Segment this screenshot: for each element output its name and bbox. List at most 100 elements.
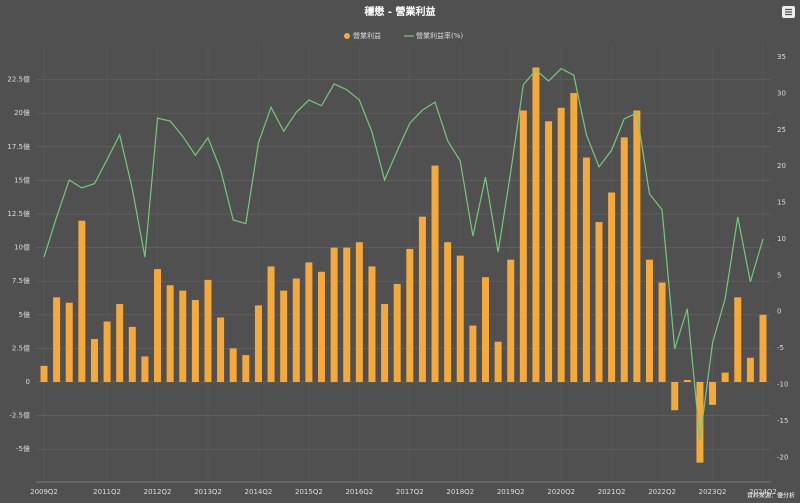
bar [418,216,426,382]
bar [406,248,414,382]
bar [431,165,439,382]
x-tick-label: 2009Q2 [30,488,58,496]
bar [456,255,464,382]
bar [280,290,288,382]
bar [734,297,742,382]
bar [305,262,313,382]
y2-tick-label: 5 [777,271,781,279]
x-tick-label: 2019Q2 [497,488,525,496]
bar [696,382,704,463]
bar [90,338,98,382]
bar [633,110,641,382]
bar [78,220,86,382]
bar [204,279,212,382]
bar [507,259,515,382]
line [43,67,764,440]
y-tick-label: 15億 [14,175,30,184]
bar [532,67,540,382]
bar [557,107,565,382]
y-tick-label: 7.5億 [12,276,30,285]
bar [671,382,679,411]
bar [444,242,452,382]
x-tick-label: 2023Q2 [699,488,727,496]
y-tick-label: -2.5億 [9,411,30,420]
bar [154,269,162,382]
bar [65,302,73,382]
x-tick-label: 2016Q2 [345,488,373,496]
x-tick-label: 2017Q2 [396,488,424,496]
x-tick-label: 2015Q2 [295,488,323,496]
bar [494,341,502,382]
bar [759,314,767,382]
bar [343,247,351,382]
bar [721,372,729,382]
x-tick-label: 2012Q2 [144,488,172,496]
bar [620,137,628,382]
bar [519,110,527,382]
bar [368,266,376,382]
bar [545,121,553,382]
y2-tick-label: 15 [777,199,786,207]
y-tick-label: 10億 [14,243,30,252]
bar [166,285,174,382]
x-tick-label: 2021Q2 [598,488,626,496]
legend-swatch [344,33,350,39]
y-tick-label: -5億 [16,444,30,453]
bar [141,356,149,382]
bar [229,348,237,382]
bar [582,157,590,382]
x-tick-label: 2022Q2 [648,488,676,496]
bar [709,382,717,405]
bar [318,271,326,382]
bar [217,317,225,382]
y-tick-label: 2.5億 [12,343,30,352]
bar [254,305,262,382]
y-tick-label: 12.5億 [7,209,30,218]
x-tick-label: 2018Q2 [446,488,474,496]
legend-label: 營業利益 [353,31,381,40]
bar [292,278,300,382]
x-tick-label: 2013Q2 [194,488,222,496]
y2-tick-label: 35 [777,53,786,61]
y2-tick-label: -20 [777,453,788,461]
y2-tick-label: -15 [777,417,788,425]
source: 資料來源：優分析 [747,492,795,500]
y2-tick-label: -10 [777,380,788,388]
bar [746,357,754,382]
legend: 營業利益 營業利益率(%) [344,31,463,40]
bar [658,282,666,382]
bar [608,192,616,382]
bar [481,277,489,382]
bar [381,304,389,382]
y-tick-label: 22.5億 [7,75,30,84]
bar [469,325,477,382]
y2-tick-label: 20 [777,162,786,170]
legend-label: 營業利益率(%) [416,31,463,40]
bar [53,297,61,382]
bar [595,222,603,382]
bar [179,290,187,382]
bar [103,321,111,382]
x-tick-label: 2020Q2 [547,488,575,496]
bar [242,355,250,382]
y2-tick-label: 25 [777,126,786,134]
y-tick-label: 20億 [14,108,30,117]
y2-tick-label: 0 [777,308,781,316]
y-tick-label: 0 [26,378,30,386]
bar [570,93,578,382]
bar [116,304,124,382]
chart-title: 穩懋 - 營業利益 [363,5,435,18]
bar [355,242,363,382]
bar [191,300,199,382]
menu-button[interactable] [782,6,795,18]
y-tick-label: 5億 [19,310,30,319]
bar [40,365,48,382]
bar [128,326,136,382]
bar [393,283,401,382]
bar [683,379,691,382]
y2-tick-label: 30 [777,89,786,97]
x-tick-label: 2014Q2 [245,488,273,496]
x-tick-label: 2011Q2 [93,488,121,496]
